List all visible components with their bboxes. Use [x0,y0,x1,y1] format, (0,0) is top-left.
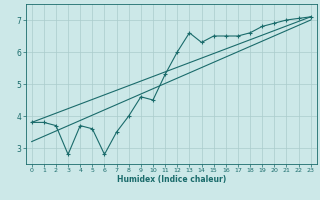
X-axis label: Humidex (Indice chaleur): Humidex (Indice chaleur) [116,175,226,184]
